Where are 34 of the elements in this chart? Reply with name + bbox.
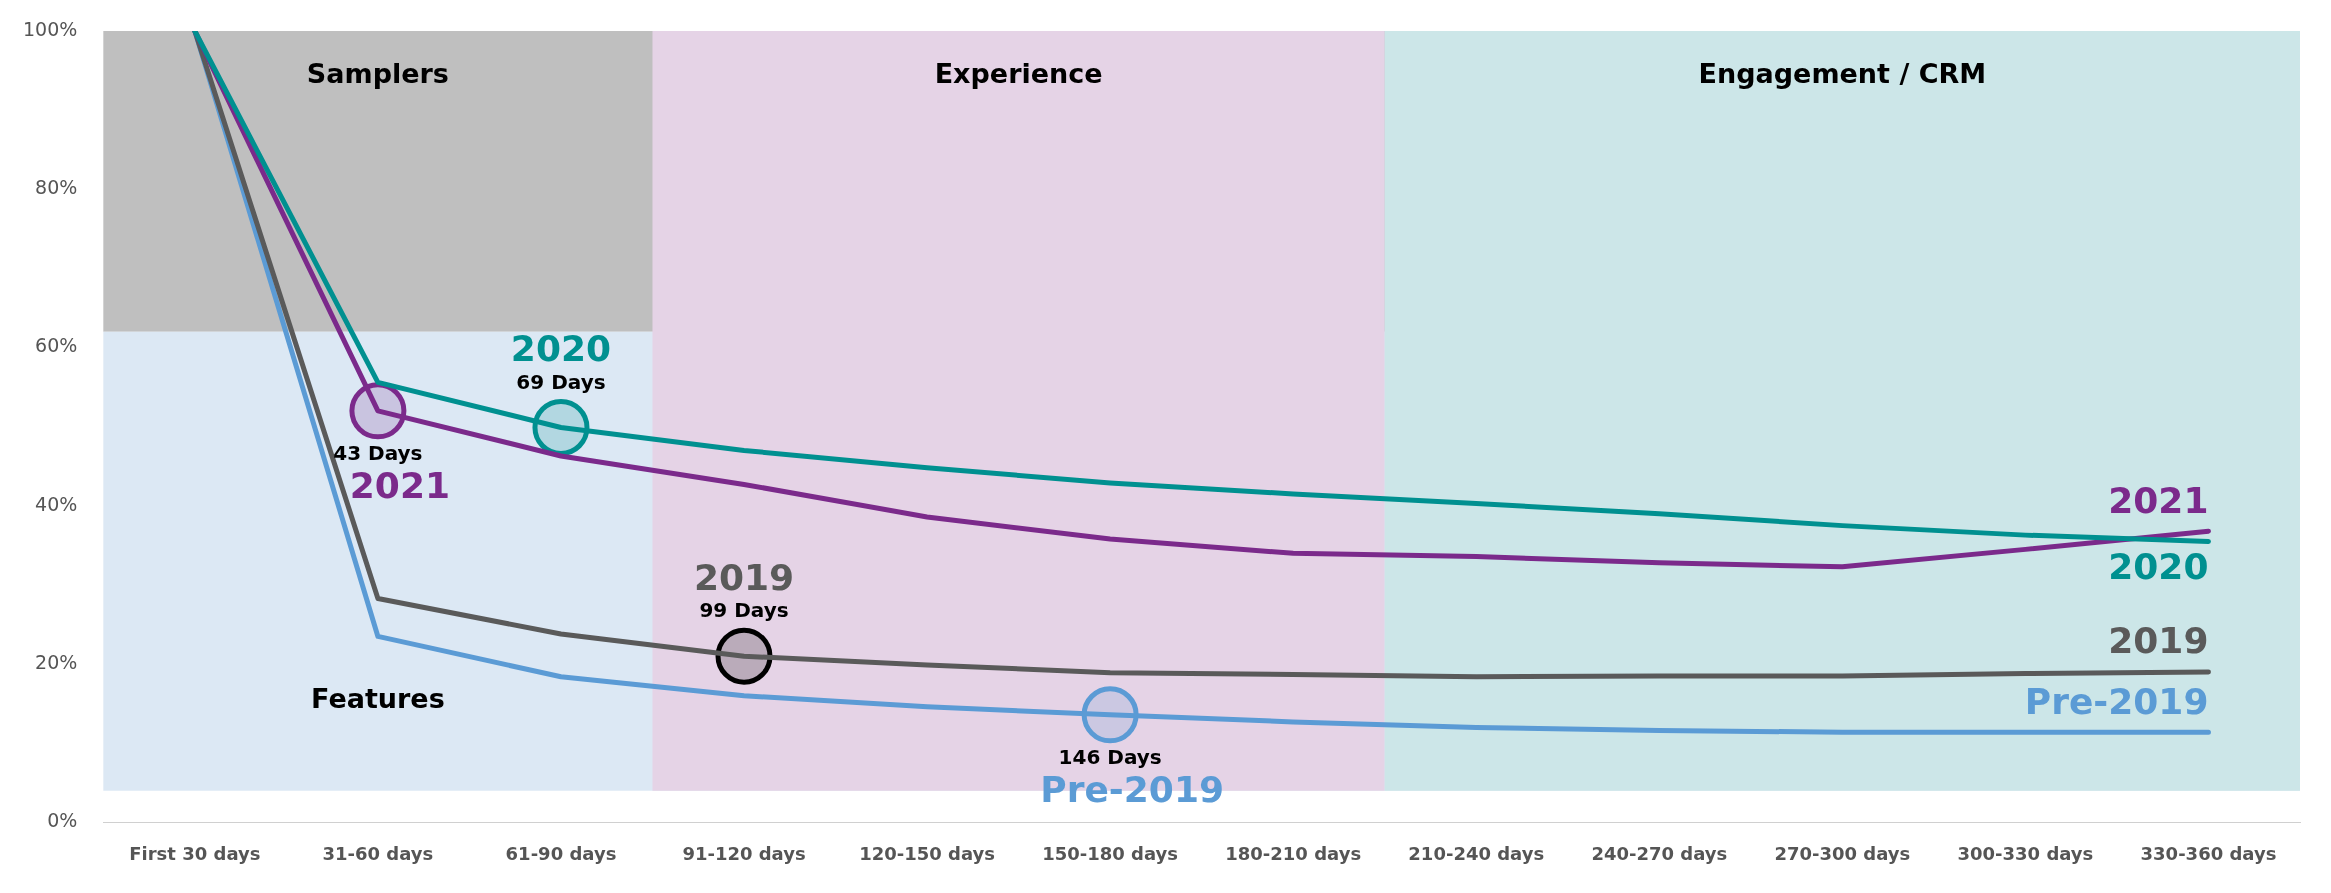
y-tick-label: 80% [35,176,78,199]
annotation: 146 Days [1058,744,1162,769]
band-label: Features [311,682,445,714]
series-label: 2019 [2108,620,2209,662]
x-tick-label: 180-210 days [1225,842,1362,864]
x-tick-label: 91-120 days [682,842,806,864]
x-tick-label: 330-360 days [2140,842,2277,864]
y-tick-label: 0% [47,809,78,832]
y-tick-label: 40% [35,492,78,515]
series-label: 2021 [2108,479,2209,521]
x-tick-label: 210-240 days [1408,842,1545,864]
x-tick-label: 240-270 days [1591,842,1728,864]
text: 2020 [510,327,612,369]
band-label: Experience [934,58,1103,90]
text: 2019 [693,556,795,598]
y-tick-label: 60% [35,334,78,357]
y-tick-label: 20% [35,651,78,674]
annotation: 99 Days [699,598,789,623]
x-tick-label: 31-60 days [322,842,434,864]
band-label: Samplers [306,58,449,90]
x-tick-label: 300-330 days [1957,842,2094,864]
series-label: Pre-2019 [2024,680,2209,722]
x-tick-label: 150-180 days [1042,842,1179,864]
text: Pre-2019 [1040,769,1224,811]
x-tick-label: 120-150 days [859,842,995,864]
y-tick-label: 100% [22,17,78,40]
annotation: 69 Days [516,369,606,394]
x-tick-label: 270-300 days [1774,842,1911,864]
annotation: 43 Days [333,441,423,466]
x-tick-label: 61-90 days [505,842,617,864]
band-label: Engagement / CRM [1698,58,1987,90]
x-tick-label: First 30 days [129,842,261,864]
text: 2021 [349,465,451,507]
series-label: 2020 [2108,545,2209,587]
